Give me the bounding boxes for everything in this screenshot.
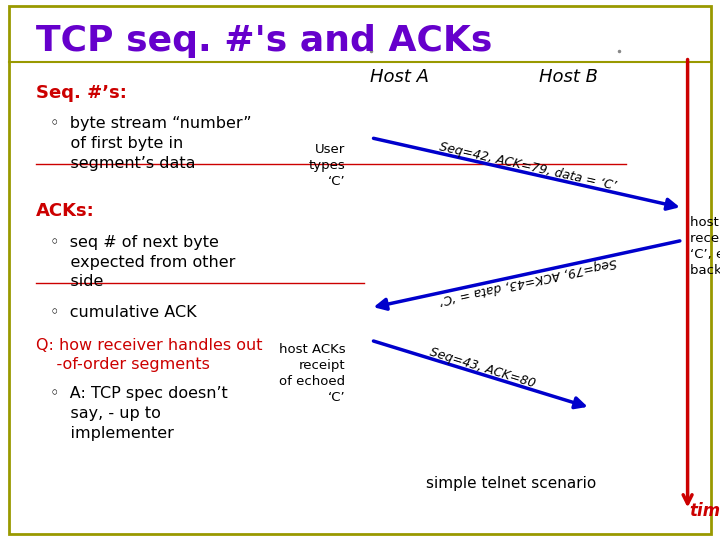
- Text: Seq=79, ACK=43, data = ‘C’: Seq=79, ACK=43, data = ‘C’: [438, 255, 618, 306]
- Text: host ACKs
receipt
of echoed
‘C’: host ACKs receipt of echoed ‘C’: [279, 343, 346, 404]
- Text: ACKs:: ACKs:: [36, 202, 95, 220]
- Text: ◦  byte stream “number”
    of first byte in
    segment’s data: ◦ byte stream “number” of first byte in …: [50, 116, 252, 171]
- Text: Q: how receiver handles out
    -of-order segments: Q: how receiver handles out -of-order se…: [36, 338, 263, 372]
- Text: ◦  cumulative ACK: ◦ cumulative ACK: [50, 305, 197, 320]
- Text: simple telnet scenario: simple telnet scenario: [426, 476, 596, 491]
- Text: Seq=43, ACK=80: Seq=43, ACK=80: [428, 346, 537, 390]
- Text: ◦  A: TCP spec doesn’t
    say, - up to
    implementer: ◦ A: TCP spec doesn’t say, - up to imple…: [50, 386, 228, 441]
- Text: Host B: Host B: [539, 68, 598, 85]
- Text: ◦  seq # of next byte
    expected from other
    side: ◦ seq # of next byte expected from other…: [50, 235, 235, 289]
- Text: TCP seq. #'s and ACKs: TCP seq. #'s and ACKs: [36, 24, 492, 58]
- Text: Seq. #’s:: Seq. #’s:: [36, 84, 127, 102]
- Text: Host A: Host A: [370, 68, 429, 85]
- Text: time: time: [690, 502, 720, 520]
- Text: host ACKs
receipt of
‘C’, echoes
back ‘C’: host ACKs receipt of ‘C’, echoes back ‘C…: [690, 216, 720, 277]
- Text: Seq=42, ACK=79, data = ‘C’: Seq=42, ACK=79, data = ‘C’: [438, 140, 618, 193]
- Text: User
types
‘C’: User types ‘C’: [309, 143, 346, 188]
